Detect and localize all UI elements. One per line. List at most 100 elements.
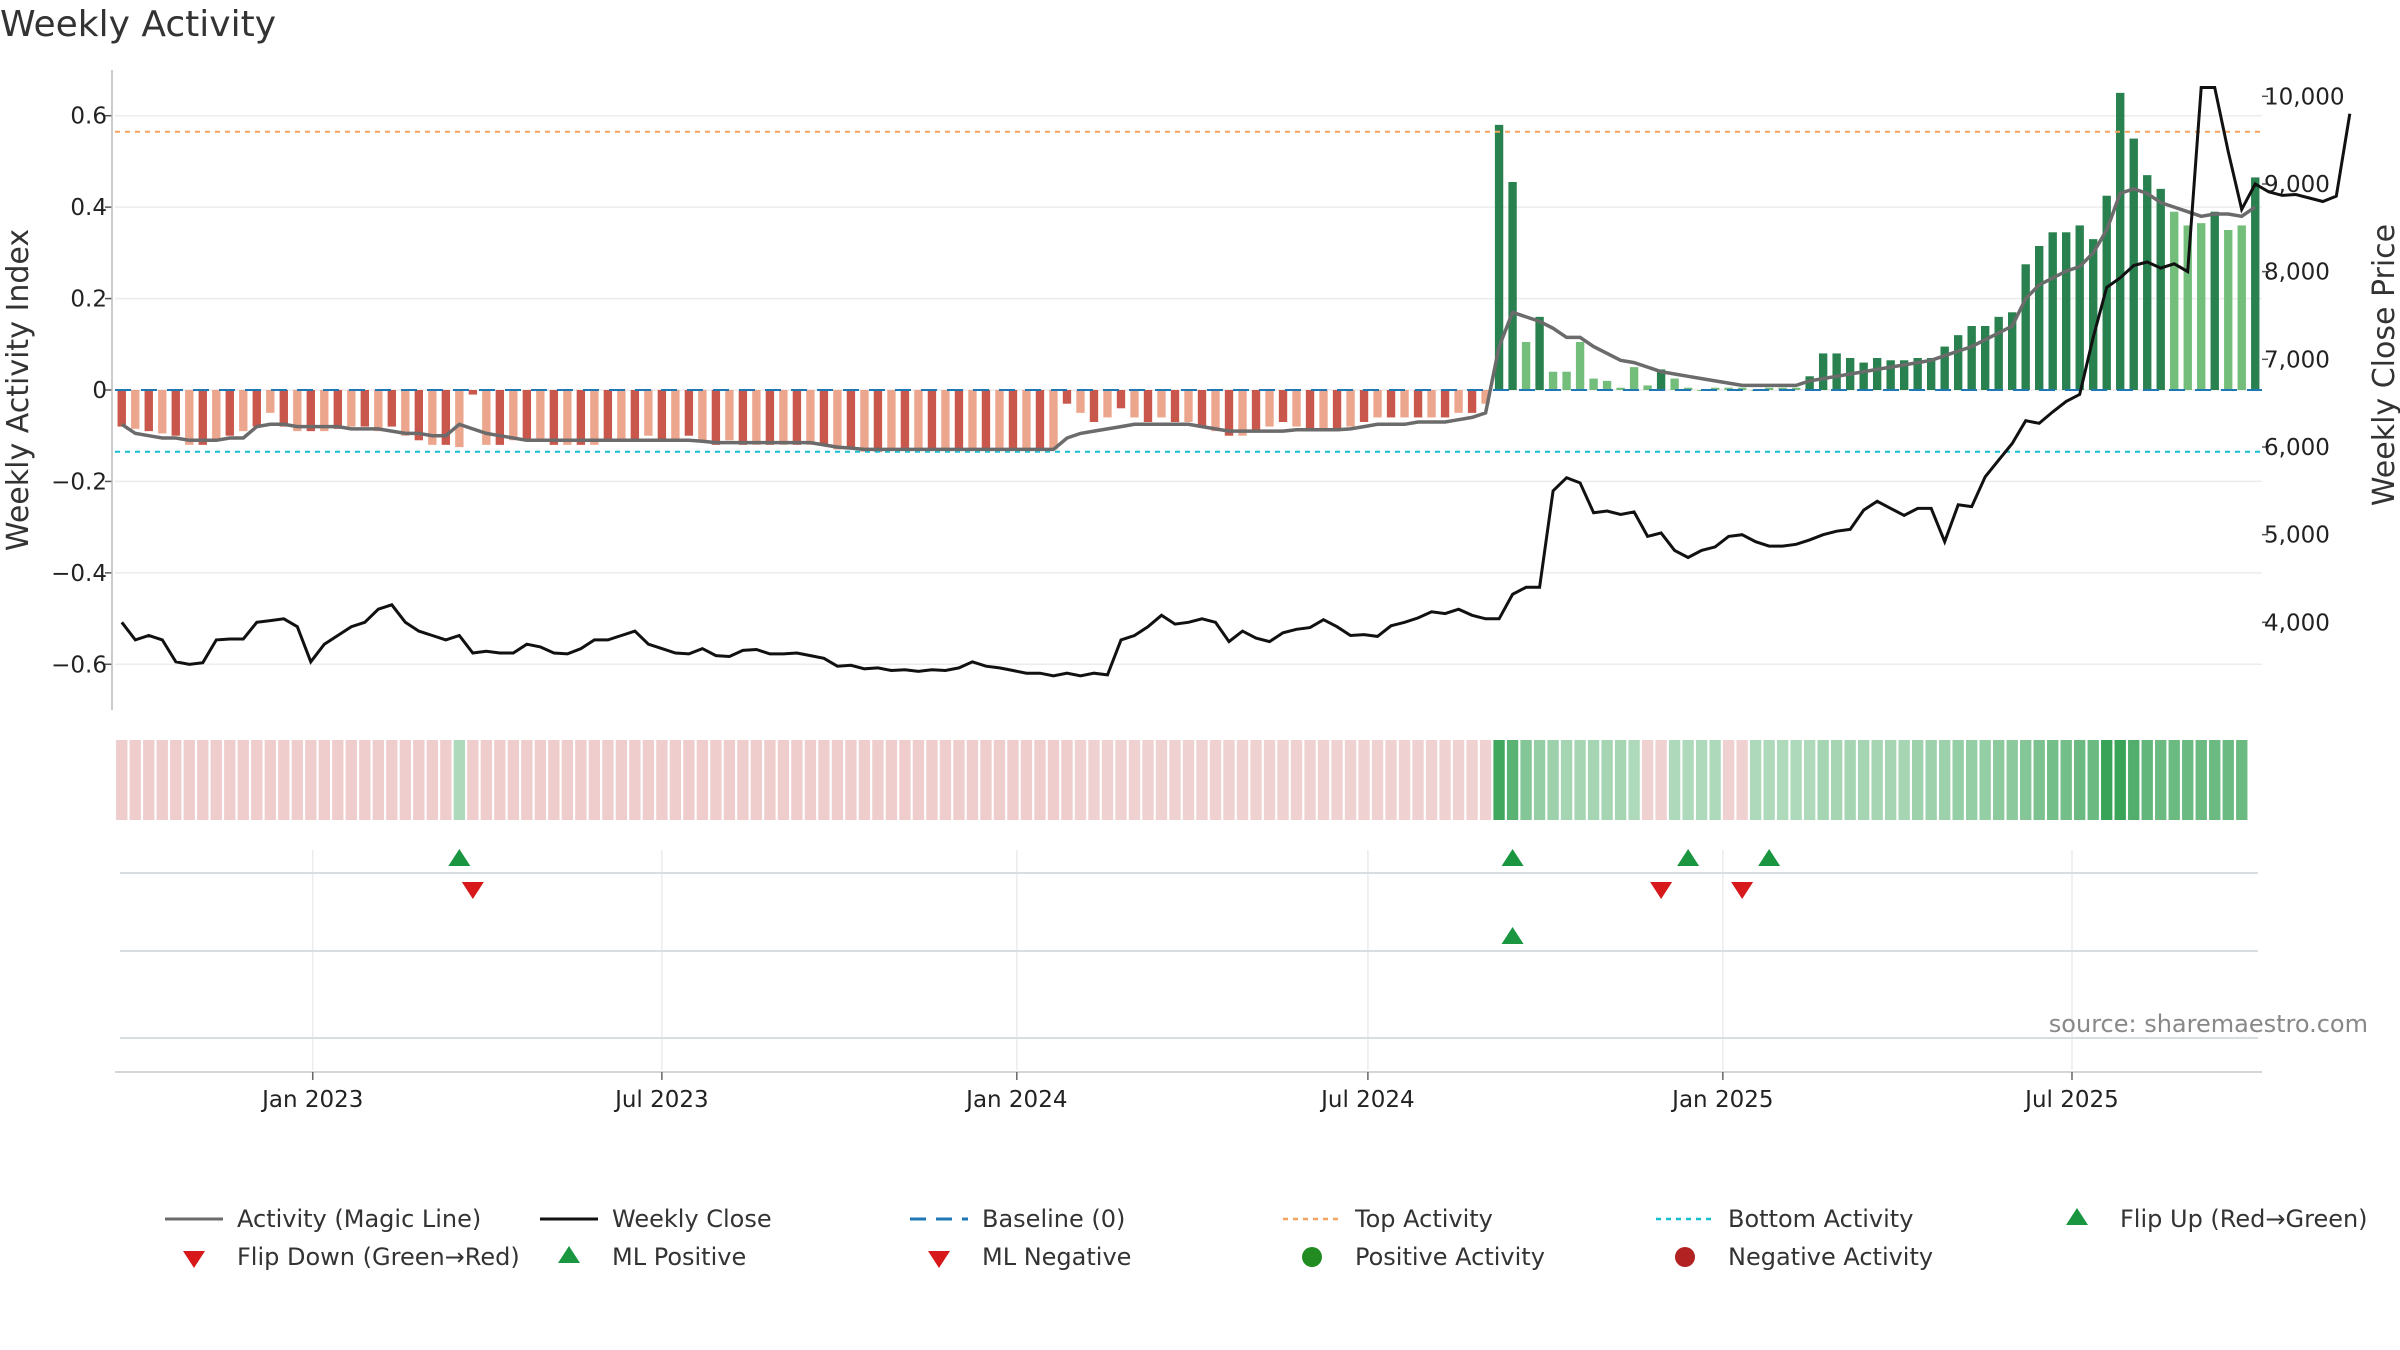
activity-bar — [752, 390, 761, 445]
activity-strip-cell — [1101, 740, 1114, 820]
activity-strip-cell — [1047, 740, 1060, 820]
y-tick-label-right: 4,000 — [2264, 610, 2330, 636]
activity-strip-cell — [845, 740, 857, 820]
activity-strip-cell — [737, 740, 749, 820]
activity-strip-cell — [1614, 740, 1627, 820]
activity-strip-cell — [588, 740, 601, 820]
activity-bar — [2116, 92, 2125, 390]
activity-bar — [630, 390, 640, 441]
activity-bar — [1791, 387, 1801, 390]
activity-strip-cell — [210, 740, 222, 820]
activity-strip-cell — [1966, 740, 1978, 820]
activity-strip-cell — [2006, 740, 2018, 820]
activity-bar — [171, 390, 180, 436]
activity-bar — [1049, 390, 1058, 450]
activity-strip-cell — [1547, 740, 1559, 820]
activity-bar — [185, 390, 194, 445]
activity-bar — [1562, 371, 1571, 390]
activity-bar — [1886, 360, 1895, 390]
activity-bar — [1184, 390, 1193, 422]
y-axis-label-left: Weekly Activity Index — [1, 229, 36, 551]
y-axis-label-right: Weekly Close Price — [2367, 224, 2400, 506]
activity-strip-cell — [507, 740, 520, 820]
legend-swatch-down — [183, 1251, 205, 1268]
activity-strip-cell — [2236, 740, 2248, 820]
activity-bar — [1022, 390, 1031, 450]
activity-strip-cell — [1641, 740, 1654, 820]
activity-strip-cell — [656, 740, 668, 820]
activity-strip-cell — [615, 740, 628, 820]
activity-strip-cell — [710, 740, 722, 820]
x-tick-label: Jul 2023 — [613, 1087, 709, 1113]
activity-strip-cell — [1088, 740, 1100, 820]
flip-down-marker — [1731, 882, 1754, 899]
activity-bar — [414, 390, 424, 441]
activity-bar — [1724, 387, 1733, 390]
activity-bar — [927, 390, 937, 450]
activity-bar — [522, 390, 532, 441]
activity-strip-cell — [791, 740, 803, 820]
flip-down-marker — [461, 882, 484, 899]
activity-strip-cell — [1425, 740, 1438, 820]
activity-bar — [144, 390, 153, 432]
legend-swatch-up — [558, 1246, 580, 1263]
activity-strip-cell — [953, 740, 965, 820]
magic-line-series — [120, 187, 2257, 452]
activity-strip-cell — [764, 740, 776, 820]
activity-bar — [684, 390, 694, 436]
activity-bar — [158, 390, 167, 434]
activity-bar — [1818, 353, 1828, 390]
activity-strip-cell — [1020, 740, 1033, 820]
activity-bar — [387, 390, 397, 427]
activity-strip-cell — [1898, 740, 1910, 820]
activity-strip-cell — [1385, 740, 1397, 820]
legend-swatch-up — [2066, 1208, 2088, 1225]
activity-strip-cell — [143, 740, 155, 820]
activity-bar — [873, 390, 883, 452]
activity-strip-cell — [237, 740, 249, 820]
activity-bar — [995, 390, 1004, 450]
y-tick-label-left: −0.2 — [51, 469, 107, 495]
weekly-close-series — [120, 86, 2352, 678]
activity-strip-cell — [1398, 740, 1411, 820]
activity-bar — [657, 390, 667, 441]
activity-bar — [644, 390, 653, 436]
activity-bar — [495, 390, 505, 445]
activity-strip-cell — [1776, 740, 1789, 820]
activity-strip-cell — [2074, 740, 2086, 820]
activity-bar — [360, 390, 369, 427]
activity-bar — [806, 390, 815, 445]
activity-strip-cell — [1304, 740, 1316, 820]
activity-bar — [1346, 390, 1355, 427]
activity-strip-cell — [1128, 740, 1141, 820]
activity-strip-cell — [1250, 740, 1262, 820]
activity-bar — [779, 390, 788, 445]
activity-bar — [279, 390, 288, 427]
activity-strip-cell — [1182, 740, 1195, 820]
activity-bar — [1994, 316, 2003, 390]
activity-bar — [441, 390, 451, 445]
activity-bar — [306, 390, 315, 432]
activity-bar — [2075, 225, 2084, 390]
activity-strip-cell — [1466, 740, 1478, 820]
activity-strip-cell — [1722, 740, 1735, 820]
activity-strip-cell — [723, 740, 736, 820]
activity-bar — [1616, 387, 1625, 390]
y-tick-label-left: −0.4 — [51, 561, 107, 587]
activity-strip-cell — [1479, 740, 1492, 820]
activity-strip-cell — [1830, 740, 1843, 820]
legend-label: Flip Up (Red→Green) — [2120, 1205, 2368, 1233]
activity-bar — [954, 390, 964, 450]
activity-bar — [1737, 387, 1747, 390]
activity-bar — [603, 390, 613, 441]
activity-strip-cell — [1871, 740, 1883, 820]
activity-bar — [914, 390, 923, 450]
activity-bar — [1899, 360, 1909, 390]
activity-strip-cell — [467, 740, 479, 820]
activity-strip-cell — [1803, 740, 1816, 820]
activity-bar — [1589, 378, 1598, 390]
activity-bar — [1211, 390, 1220, 432]
activity-bar — [1224, 390, 1234, 436]
activity-bar — [2197, 223, 2206, 390]
activity-bar — [765, 390, 775, 445]
